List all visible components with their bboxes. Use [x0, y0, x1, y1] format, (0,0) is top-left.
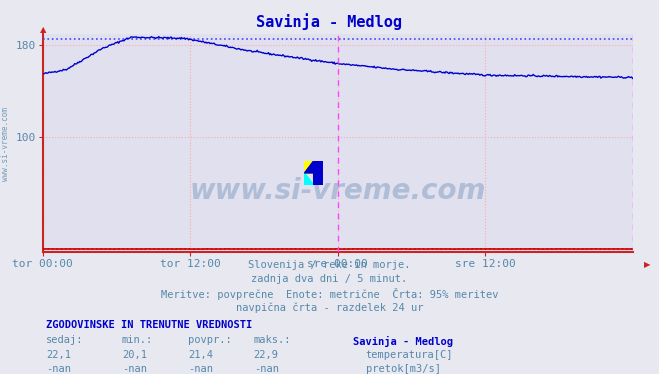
Text: 21,4: 21,4 — [188, 350, 213, 360]
Text: temperatura[C]: temperatura[C] — [366, 350, 453, 360]
Text: 22,1: 22,1 — [46, 350, 71, 360]
Text: -nan: -nan — [254, 364, 279, 374]
Text: maks.:: maks.: — [254, 335, 291, 346]
Bar — [304, 161, 314, 173]
Text: -nan: -nan — [46, 364, 71, 374]
Text: pretok[m3/s]: pretok[m3/s] — [366, 364, 441, 374]
Text: min.:: min.: — [122, 335, 153, 346]
Text: www.si-vreme.com: www.si-vreme.com — [1, 107, 10, 181]
Polygon shape — [304, 173, 314, 185]
Polygon shape — [304, 161, 323, 185]
Text: -nan: -nan — [122, 364, 147, 374]
Text: Savinja - Medlog: Savinja - Medlog — [256, 13, 403, 30]
Text: ▲: ▲ — [40, 25, 46, 34]
Text: 20,1: 20,1 — [122, 350, 147, 360]
Text: Slovenija / reke in morje.: Slovenija / reke in morje. — [248, 260, 411, 270]
Text: sedaj:: sedaj: — [46, 335, 84, 346]
Text: www.si-vreme.com: www.si-vreme.com — [190, 177, 486, 205]
Text: zadnja dva dni / 5 minut.: zadnja dva dni / 5 minut. — [251, 274, 408, 284]
Text: ZGODOVINSKE IN TRENUTNE VREDNOSTI: ZGODOVINSKE IN TRENUTNE VREDNOSTI — [46, 320, 252, 330]
Text: navpična črta - razdelek 24 ur: navpična črta - razdelek 24 ur — [236, 303, 423, 313]
Text: povpr.:: povpr.: — [188, 335, 231, 346]
Text: ▶: ▶ — [645, 260, 651, 269]
Text: -nan: -nan — [188, 364, 213, 374]
Text: Savinja - Medlog: Savinja - Medlog — [353, 335, 453, 346]
Text: 22,9: 22,9 — [254, 350, 279, 360]
Text: Meritve: povprečne  Enote: metrične  Črta: 95% meritev: Meritve: povprečne Enote: metrične Črta:… — [161, 288, 498, 300]
